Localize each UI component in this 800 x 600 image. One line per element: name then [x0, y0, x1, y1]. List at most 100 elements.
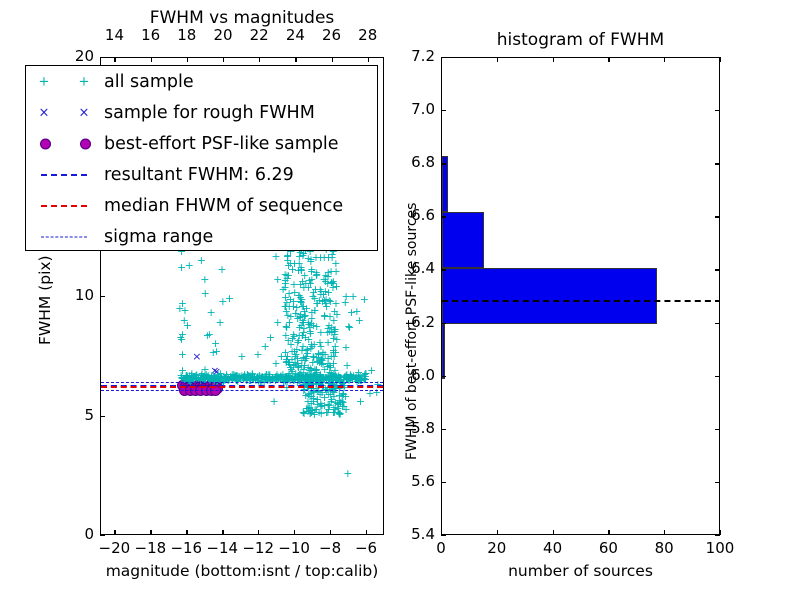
tick-label: 5 — [84, 405, 94, 424]
axis-tick — [720, 57, 722, 62]
axis-tick — [664, 530, 666, 535]
axis-tick — [259, 57, 261, 62]
axis-tick — [608, 57, 610, 62]
axis-tick — [441, 322, 446, 324]
axis-tick — [331, 57, 333, 62]
axis-tick — [441, 110, 446, 112]
tick-label: 40 — [543, 539, 563, 557]
axis-tick — [552, 530, 554, 535]
axis-tick — [715, 322, 720, 324]
tick-label: 60 — [598, 539, 618, 557]
tick-label: 5.8 — [411, 418, 435, 437]
sigma-range-lower-line — [101, 390, 383, 392]
dot-marker-icon — [79, 138, 91, 149]
tick-label: 6.0 — [411, 365, 435, 384]
axis-tick — [441, 57, 446, 59]
dashed-line-icon — [41, 204, 87, 207]
tick-label: 28 — [358, 26, 378, 44]
tick-label: −8 — [319, 539, 342, 557]
axis-tick — [552, 57, 554, 62]
tick-label: 24 — [285, 26, 305, 44]
tick-label: 22 — [249, 26, 269, 44]
axis-tick — [114, 57, 116, 62]
tick-label: 5.6 — [411, 471, 435, 490]
plus-marker-icon: + — [78, 74, 90, 89]
legend-item[interactable]: + + all sample — [26, 66, 377, 97]
tick-label: −12 — [242, 539, 274, 557]
axis-tick — [441, 269, 446, 271]
axis-tick — [114, 530, 116, 535]
sigma-range-upper-line — [101, 381, 383, 383]
axis-tick — [715, 110, 720, 112]
axis-tick — [608, 530, 610, 535]
axis-tick — [367, 57, 370, 62]
legend-key — [26, 190, 104, 221]
axis-tick — [100, 415, 105, 417]
tick-label: 6.4 — [411, 259, 435, 278]
axis-tick — [720, 530, 722, 535]
right-xaxis-label: number of sources — [508, 562, 653, 580]
axis-tick — [186, 57, 189, 62]
axis-tick — [715, 375, 720, 377]
axis-tick — [715, 535, 720, 537]
tick-label: 6.6 — [411, 206, 435, 225]
tick-label: 7.0 — [411, 100, 435, 119]
axis-tick — [100, 57, 105, 59]
axis-tick — [150, 57, 152, 62]
axis-tick — [715, 216, 720, 218]
tick-label: −10 — [278, 539, 310, 557]
legend-item[interactable]: × × sample for rough FWHM — [26, 97, 377, 128]
axis-tick — [330, 530, 332, 535]
tick-label: 10 — [74, 286, 94, 304]
right-plot-axes[interactable] — [441, 57, 720, 535]
axis-tick — [100, 296, 105, 298]
legend-key: + + — [26, 66, 104, 97]
axis-tick — [186, 530, 188, 535]
legend-item[interactable]: median FHWM of sequence — [26, 190, 377, 221]
axis-tick — [441, 57, 443, 62]
tick-label: 20 — [487, 539, 507, 557]
legend-item[interactable]: resultant FWHM: 6.29 — [26, 159, 377, 190]
axis-tick — [294, 530, 296, 535]
histogram-bar — [442, 323, 445, 380]
tick-label: 0 — [84, 525, 94, 543]
dot-marker-icon — [39, 138, 51, 149]
axis-tick — [715, 428, 720, 431]
histogram-bar — [442, 212, 484, 268]
median-fwhm-line — [101, 385, 383, 388]
right-yaxis-label: FWHM of best-effort PSF-like sources — [404, 202, 420, 460]
legend-item[interactable]: sigma range — [26, 221, 377, 252]
legend-key — [26, 221, 104, 252]
axis-tick — [366, 530, 368, 535]
axis-tick — [715, 481, 720, 484]
histogram-bar — [442, 156, 448, 213]
plus-marker-icon: + — [38, 74, 50, 89]
histogram-bar — [442, 267, 657, 324]
axis-tick — [496, 57, 499, 62]
axis-tick — [441, 163, 446, 165]
legend-key: × × — [26, 97, 104, 128]
left-yaxis-label: FWHM (pix) — [36, 255, 54, 345]
axis-tick — [441, 481, 446, 484]
legend-item-label: best-effort PSF-like sample — [104, 133, 339, 154]
legend-item-label: sample for rough FWHM — [104, 102, 315, 123]
axis-tick — [441, 535, 446, 537]
tick-label: 14 — [104, 26, 125, 44]
left-plot-title: FWHM vs magnitudes — [149, 8, 335, 28]
axis-tick — [664, 57, 666, 62]
axis-tick — [715, 163, 720, 165]
dashdot-line-icon — [41, 236, 87, 237]
axis-tick — [441, 375, 446, 377]
axis-tick — [150, 530, 152, 535]
histogram-median-line — [442, 299, 719, 302]
cross-marker-icon: × — [38, 105, 50, 120]
legend-item[interactable]: best-effort PSF-like sample — [26, 128, 377, 159]
axis-tick — [496, 530, 499, 535]
axis-tick — [295, 57, 297, 62]
tick-label: 5.4 — [411, 525, 435, 543]
tick-label: −14 — [206, 539, 239, 557]
tick-label: −18 — [134, 539, 167, 557]
axis-tick — [258, 530, 260, 535]
cross-marker-icon: × — [78, 105, 90, 120]
